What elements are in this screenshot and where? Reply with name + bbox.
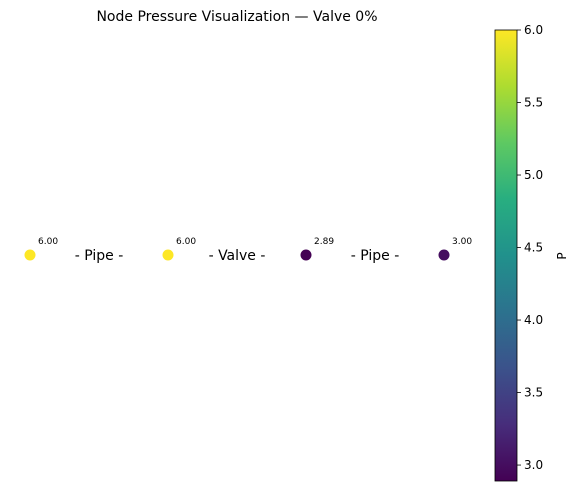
colorbar-label: P [555,252,569,259]
edge-label: - Valve - [209,248,266,264]
node-point [300,249,312,261]
edge-label: - Pipe - [75,248,124,264]
colorbar-tick-label: 3.0 [524,458,543,472]
node-point [162,249,174,261]
colorbar-tick-label: 6.0 [524,23,543,37]
colorbar-tick-label: 4.0 [524,313,543,327]
colorbar-tick-label: 3.5 [524,386,543,400]
chart-title: Node Pressure Visualization — Valve 0% [96,9,377,25]
colorbar-gradient [494,29,518,482]
colorbar-tick-label: 5.0 [524,168,543,182]
colorbar-tick-label: 4.5 [524,241,543,255]
nodes-layer: 6.00 6.00 2.89 3.00 - Pipe - - Valve - - Pipe … [24,237,472,264]
colorbar-tick-label: 5.5 [524,96,543,110]
node-value-label: 6.00 [176,237,196,247]
node-point [438,249,450,261]
colorbar: 3.0 3.5 4.0 4.5 5.0 5.5 6.0 P [494,23,569,482]
node-value-label: 2.89 [314,237,334,247]
node-value-label: 3.00 [452,237,472,247]
node-point [24,249,36,261]
edge-label: - Pipe - [351,248,400,264]
node-value-label: 6.00 [38,237,58,247]
colorbar-ticks: 3.0 3.5 4.0 4.5 5.0 5.5 6.0 [517,23,543,472]
